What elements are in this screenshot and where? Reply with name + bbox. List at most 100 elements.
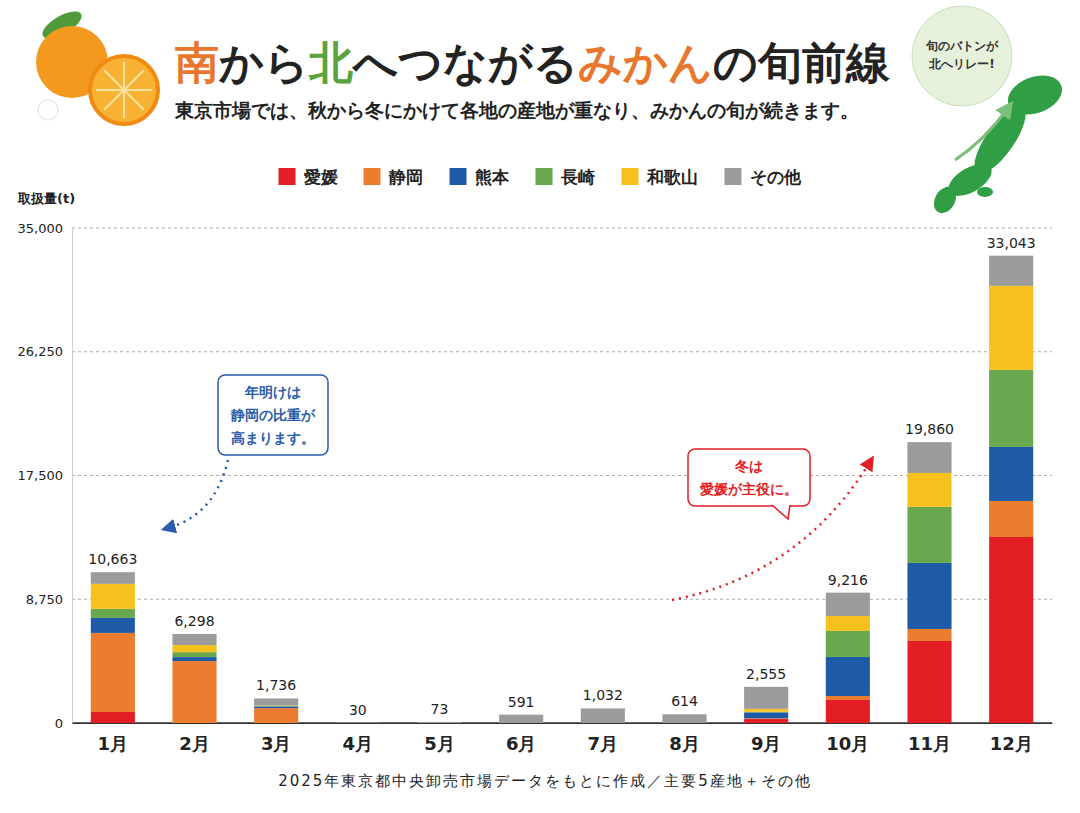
bar-segment: [254, 698, 298, 705]
legend-label: 静岡: [388, 167, 423, 187]
bar-segment: [172, 661, 216, 723]
total-label: 591: [508, 694, 535, 710]
x-axis: 1月2月3月4月5月6月7月8月9月10月11月12月: [73, 723, 1053, 754]
x-axis-line: [73, 723, 1053, 724]
legend: 愛媛 静岡 熊本 長崎 和歌山 その他: [279, 167, 802, 187]
bar-segment: [172, 657, 216, 661]
total-label: 19,860: [905, 421, 954, 437]
bar-series: [91, 286, 1033, 712]
annotation-box: [688, 449, 810, 506]
map-island: [929, 183, 960, 217]
y-axis-line: [72, 229, 73, 724]
annotation-line: 冬は: [734, 458, 763, 474]
x-tick-label: 8月: [669, 733, 700, 754]
total-label: 2,555: [746, 666, 786, 682]
bar-segment: [254, 708, 298, 723]
annotation-line: 愛媛が主役に。: [700, 481, 798, 497]
total-label: 30: [349, 702, 367, 718]
orange-segment: [123, 62, 125, 90]
x-tick: 12月: [990, 723, 1033, 754]
legend-item: 熊本: [450, 167, 510, 187]
legend-swatch: [364, 168, 381, 185]
chart: 南から北へつながるみかんの旬前線東京市場では、秋から冬にかけて各地の産地が重なり…: [0, 0, 1080, 813]
orange-segment: [96, 89, 124, 91]
annotation-line: 静岡の比重が: [230, 407, 316, 423]
title-part: から: [218, 37, 309, 88]
bar-segment: [907, 641, 951, 723]
orange-segment: [124, 89, 152, 91]
source-note: 2025年東京都中央卸売市場データをもとに作成／主要5産地＋その他: [278, 772, 812, 790]
x-tick: 7月: [588, 723, 619, 754]
badge-line: 北へリレー!: [928, 57, 994, 71]
legend-swatch: [536, 168, 553, 185]
bar-segment: [744, 687, 788, 709]
flower: [38, 100, 58, 120]
annotation-box: [218, 375, 328, 455]
bar-segment: [336, 723, 380, 724]
bar-segment: [907, 473, 951, 507]
grid-line: [72, 228, 1052, 229]
bar-segment: [907, 563, 951, 629]
x-tick: 3月: [261, 723, 292, 754]
total-label: 6,298: [174, 613, 214, 629]
total-label: 1,736: [256, 677, 296, 693]
annotation-arrow: [168, 460, 228, 528]
total-labels: 10,6636,2981,73630735911,0326142,5559,21…: [88, 235, 1035, 718]
bar-segment: [826, 700, 870, 723]
annotation-line: 年明けは: [244, 384, 301, 400]
bar-segment: [499, 715, 543, 723]
y-tick: 8,750: [26, 592, 72, 607]
subtitle: 東京市場では、秋から冬にかけて各地の産地が重なり、みかんの旬が続きます。: [174, 99, 859, 121]
bar-segment: [336, 723, 380, 724]
bar-segment: [91, 609, 135, 618]
legend-label: その他: [750, 167, 802, 187]
y-axis-title: 取扱量(t): [17, 191, 75, 206]
x-tick: 5月: [424, 723, 455, 754]
legend-swatch: [622, 168, 639, 185]
bar-segment: [172, 634, 216, 645]
legend-item: 長崎: [536, 167, 595, 187]
total-label: 1,032: [583, 687, 623, 703]
title-part: みかん: [578, 37, 713, 88]
bar-segment: [336, 722, 380, 723]
bar-series: [91, 501, 1033, 723]
annotation-text: 年明けは静岡の比重が高まります。: [230, 384, 316, 446]
title-part: 南: [175, 37, 219, 88]
bar-segment: [91, 572, 135, 584]
bar-segment: [336, 723, 380, 724]
title-part: の旬前線: [713, 37, 891, 88]
bar-segment: [336, 723, 380, 724]
y-tick: 35,000: [18, 221, 73, 236]
y-tick: 26,250: [18, 344, 73, 359]
bar-segment: [989, 286, 1033, 370]
bar-segment: [744, 709, 788, 712]
bar-series: [91, 370, 1033, 713]
x-tick-label: 12月: [990, 733, 1033, 754]
legend-label: 長崎: [560, 167, 595, 187]
y-axis: 08,75017,50026,25035,000: [18, 221, 73, 731]
orange-segment: [123, 90, 125, 118]
bar-segment: [826, 593, 870, 616]
badge-bubble: [912, 6, 1012, 106]
bar-segment: [989, 447, 1033, 501]
bar-series: [91, 537, 1033, 723]
x-tick: 2月: [179, 723, 210, 754]
legend-label: 和歌山: [646, 167, 698, 187]
badge-line: 旬のバトンが: [925, 39, 999, 53]
bar-segment: [989, 501, 1033, 537]
bar-segment: [91, 712, 135, 723]
annotation-text: 冬は愛媛が主役に。: [700, 458, 798, 497]
y-tick-label: 17,500: [18, 468, 64, 483]
orange-segment: [104, 90, 124, 110]
x-tick: 10月: [826, 723, 869, 754]
legend-label: 愛媛: [304, 167, 338, 187]
legend-swatch: [450, 168, 467, 185]
bar-segment: [417, 723, 461, 724]
x-tick-label: 9月: [751, 733, 782, 754]
annotation-tail: [772, 505, 790, 519]
x-tick: 6月: [506, 723, 537, 754]
bar-segment: [989, 537, 1033, 723]
title-part: 北: [308, 37, 354, 88]
bar-segment: [91, 584, 135, 609]
total-label: 33,043: [987, 235, 1036, 251]
